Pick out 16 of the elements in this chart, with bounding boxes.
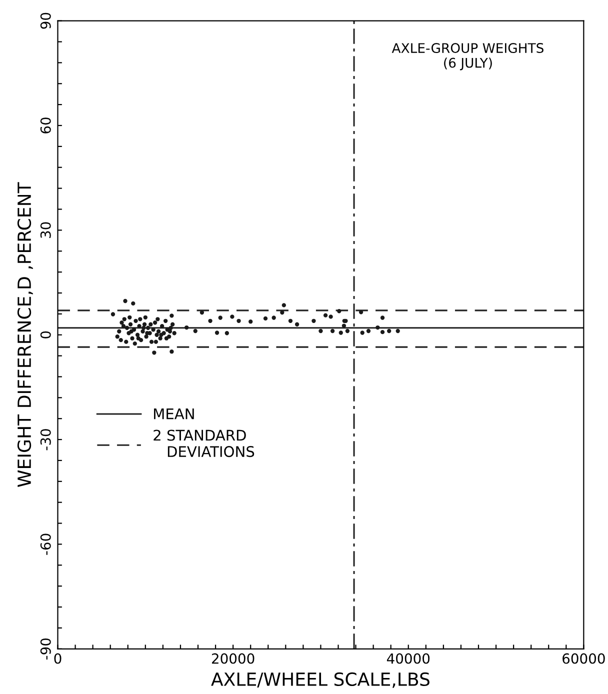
y-tick-label: 30 — [40, 222, 51, 238]
x-tick-label: 20000 — [212, 653, 254, 664]
y-tick-label: 60 — [40, 118, 51, 134]
y-tick-label: -30 — [40, 429, 51, 450]
y-axis-title: WEIGHT DIFFERENCE,D ,PERCENT — [17, 182, 33, 487]
legend-label: 2 STANDARD DEVIATIONS — [154, 430, 254, 458]
y-tick-label: -60 — [40, 534, 51, 555]
y-tick-label: 0 — [40, 331, 51, 338]
legend-label: MEAN — [154, 408, 194, 420]
x-tick-label: 60000 — [562, 653, 605, 664]
x-axis-title: AXLE/WHEEL SCALE,LBS — [211, 672, 430, 688]
annotation: AXLE-GROUP WEIGHTS (6 JULY) — [392, 43, 544, 70]
x-tick-label: 0 — [54, 653, 62, 664]
y-tick-label: 90 — [40, 12, 51, 29]
x-tick-label: 40000 — [386, 653, 430, 664]
y-tick-label: -90 — [40, 638, 51, 660]
